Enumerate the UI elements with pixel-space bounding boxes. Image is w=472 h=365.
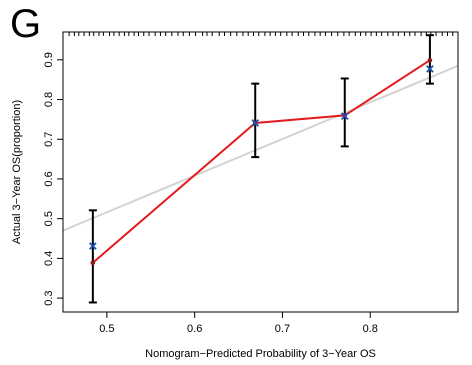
panel-label: G <box>10 2 41 46</box>
x-tick-label: 0.8 <box>363 323 378 335</box>
observed-point <box>90 260 96 266</box>
y-tick-label: 0.4 <box>43 251 55 266</box>
x-axis: 0.5 0.6 0.7 0.8 <box>99 312 378 335</box>
y-axis-label: Actual 3−Year OS(proportion) <box>11 100 23 244</box>
y-axis: 0.3 0.4 0.5 0.6 0.7 0.8 0.9 <box>43 52 63 306</box>
x-marker-stroke <box>426 65 434 73</box>
y-tick-label: 0.5 <box>43 211 55 226</box>
observed-point <box>427 57 433 63</box>
y-tick-label: 0.6 <box>43 171 55 186</box>
rug-marks <box>68 32 454 36</box>
x-tick-label: 0.5 <box>99 323 114 335</box>
x-tick-label: 0.6 <box>187 323 202 335</box>
y-tick-label: 0.9 <box>43 52 55 67</box>
x-tick-label: 0.7 <box>275 323 290 335</box>
y-tick-label: 0.3 <box>43 290 55 305</box>
bias-corrected-point <box>340 112 349 121</box>
x-marker-stroke <box>89 242 97 250</box>
y-tick-label: 0.7 <box>43 132 55 147</box>
x-marker-stroke <box>251 119 260 127</box>
bias-corrected-point <box>426 65 434 73</box>
ideal-reference-line <box>63 64 458 232</box>
x-marker-stroke <box>340 112 349 121</box>
plot-frame <box>62 31 459 313</box>
bias-corrected-point <box>251 119 260 127</box>
plot-area <box>63 34 458 304</box>
observed-calibration-line <box>92 59 431 264</box>
y-tick-label: 0.8 <box>43 92 55 107</box>
x-axis-label: Nomogram−Predicted Probability of 3−Year… <box>145 348 376 360</box>
bias-corrected-point <box>89 242 97 250</box>
